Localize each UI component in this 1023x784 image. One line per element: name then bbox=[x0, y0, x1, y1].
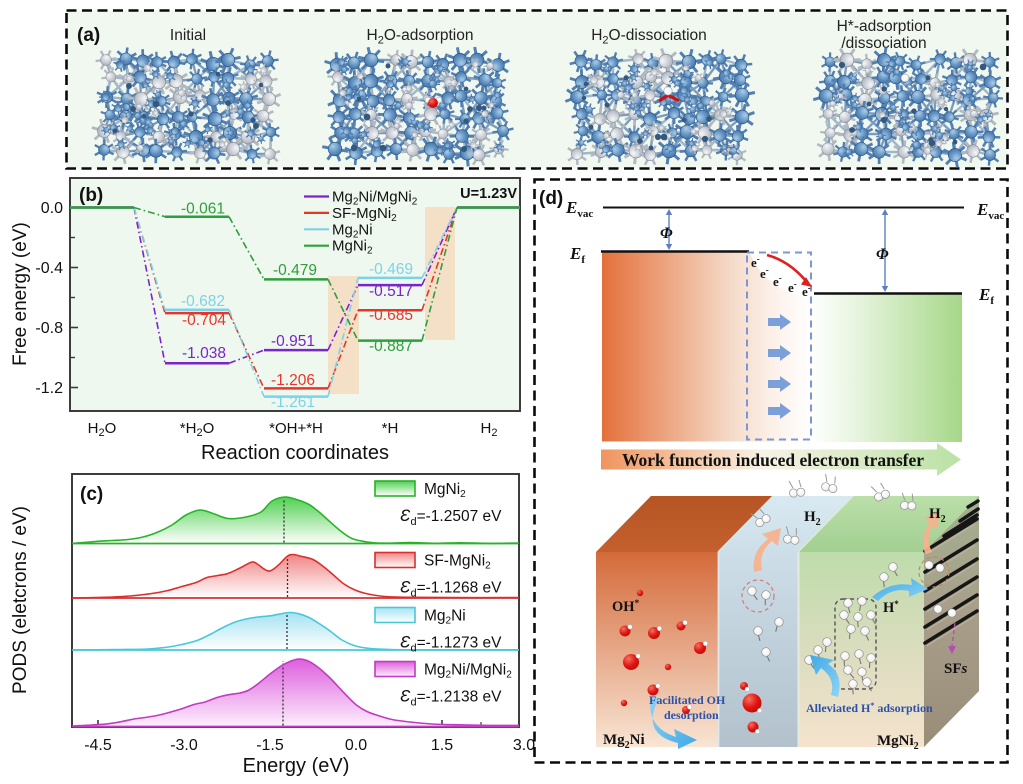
svg-text:SF-MgNi2: SF-MgNi2 bbox=[332, 205, 397, 224]
svg-text:H*-adsorption: H*-adsorption bbox=[837, 18, 932, 35]
svg-text:OH*: OH* bbox=[612, 598, 640, 615]
svg-text:MgNi2: MgNi2 bbox=[424, 481, 466, 500]
svg-text:MgNi2: MgNi2 bbox=[877, 733, 919, 752]
svg-text:PODS (eletcrons / eV): PODS (eletcrons / eV) bbox=[10, 506, 31, 694]
svg-text:Ɛd=-1.2507 eV: Ɛd=-1.2507 eV bbox=[400, 506, 502, 528]
svg-text:-1.038: -1.038 bbox=[182, 345, 226, 362]
svg-text:Ɛd=-1.1273 eV: Ɛd=-1.1273 eV bbox=[400, 633, 502, 655]
svg-text:*OH+*H: *OH+*H bbox=[269, 420, 323, 437]
svg-text:(c): (c) bbox=[80, 484, 103, 505]
svg-text:H2O-dissociation: H2O-dissociation bbox=[591, 27, 707, 47]
svg-text:Mg2Ni: Mg2Ni bbox=[424, 608, 466, 627]
svg-text:Mg2Ni: Mg2Ni bbox=[332, 221, 373, 240]
svg-text:e-: e- bbox=[760, 265, 769, 281]
svg-text:-0.951: -0.951 bbox=[271, 333, 315, 350]
svg-text:Free energy (eV): Free energy (eV) bbox=[10, 222, 31, 366]
svg-text:-0.469: -0.469 bbox=[369, 261, 413, 278]
svg-text:e-: e- bbox=[751, 254, 760, 270]
svg-text:desorption: desorption bbox=[664, 708, 719, 722]
svg-text:-0.4: -0.4 bbox=[35, 260, 63, 277]
svg-text:e-: e- bbox=[773, 273, 782, 289]
svg-text:Mg2Ni: Mg2Ni bbox=[603, 732, 645, 751]
svg-text:H2O: H2O bbox=[88, 420, 117, 439]
svg-text:-3.0: -3.0 bbox=[170, 737, 198, 754]
svg-text:-0.479: -0.479 bbox=[273, 262, 317, 279]
svg-text:(b): (b) bbox=[79, 185, 103, 206]
svg-text:Ɛd=-1.1268 eV: Ɛd=-1.1268 eV bbox=[400, 578, 502, 600]
svg-text:Ef: Ef bbox=[569, 244, 585, 266]
svg-text:Ɛd=-1.2138 eV: Ɛd=-1.2138 eV bbox=[400, 687, 502, 709]
svg-text:Initial: Initial bbox=[170, 27, 206, 44]
svg-text:-0.704: -0.704 bbox=[182, 312, 226, 329]
svg-text:0.0: 0.0 bbox=[345, 737, 367, 754]
svg-text:3.0: 3.0 bbox=[513, 737, 535, 754]
svg-text:Mg2Ni/MgNi2: Mg2Ni/MgNi2 bbox=[424, 662, 512, 681]
svg-text:MgNi2: MgNi2 bbox=[332, 238, 373, 257]
svg-text:-1.261: -1.261 bbox=[271, 394, 315, 411]
svg-text:Facilitated OH: Facilitated OH bbox=[649, 693, 726, 707]
svg-text:SFs: SFs bbox=[944, 661, 968, 677]
svg-text:e-: e- bbox=[788, 279, 797, 295]
svg-text:-1.206: -1.206 bbox=[271, 372, 315, 389]
svg-text:-0.887: -0.887 bbox=[369, 338, 413, 355]
svg-text:-0.8: -0.8 bbox=[35, 320, 63, 337]
svg-text:-0.682: -0.682 bbox=[181, 293, 225, 310]
svg-text:/dissociation: /dissociation bbox=[841, 35, 926, 52]
svg-text:Φ: Φ bbox=[660, 225, 673, 242]
svg-text:*H: *H bbox=[382, 420, 399, 437]
svg-text:Alleviated H* adsorption: Alleviated H* adsorption bbox=[806, 701, 933, 715]
svg-text:Reaction coordinates: Reaction coordinates bbox=[201, 442, 389, 464]
svg-text:-1.5: -1.5 bbox=[256, 737, 284, 754]
svg-text:(a): (a) bbox=[77, 25, 100, 46]
svg-text:0.0: 0.0 bbox=[41, 200, 63, 217]
svg-text:Ef: Ef bbox=[978, 285, 994, 307]
svg-text:*H2O: *H2O bbox=[180, 420, 214, 439]
svg-text:SF-MgNi2: SF-MgNi2 bbox=[424, 553, 491, 572]
svg-text:Energy (eV): Energy (eV) bbox=[243, 755, 350, 777]
svg-text:-4.5: -4.5 bbox=[84, 737, 112, 754]
svg-text:(d): (d) bbox=[539, 188, 563, 209]
svg-text:H2O-adsorption: H2O-adsorption bbox=[367, 27, 474, 47]
svg-text:Work function induced electron: Work function induced electron transfer bbox=[622, 450, 924, 470]
svg-text:-0.685: -0.685 bbox=[369, 307, 413, 324]
svg-text:H2: H2 bbox=[481, 420, 498, 439]
svg-text:U=1.23V: U=1.23V bbox=[460, 186, 517, 202]
svg-text:1.5: 1.5 bbox=[431, 737, 453, 754]
svg-text:-0.517: -0.517 bbox=[369, 283, 413, 300]
svg-text:Φ: Φ bbox=[876, 246, 889, 263]
svg-text:-0.061: -0.061 bbox=[181, 201, 225, 218]
svg-text:e-: e- bbox=[802, 283, 811, 299]
svg-text:-1.2: -1.2 bbox=[35, 380, 63, 397]
